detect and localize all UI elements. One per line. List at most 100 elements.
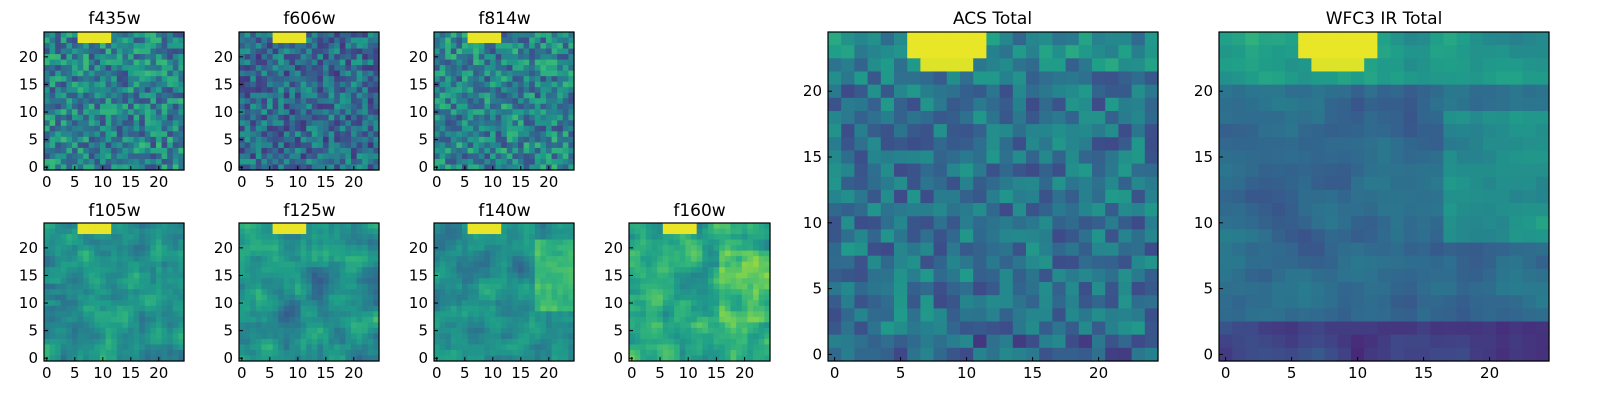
heatmap-cell	[668, 289, 675, 296]
heatmap-cell	[551, 43, 558, 50]
heatmap-cell	[250, 283, 257, 290]
heatmap-cell	[933, 84, 948, 99]
heatmap-cell	[462, 32, 469, 39]
heatmap-cell	[1092, 124, 1106, 138]
heatmap-cell	[841, 163, 855, 178]
heatmap-cell	[295, 92, 302, 99]
heatmap-cell	[83, 142, 90, 149]
heatmap-cell	[645, 261, 653, 268]
heatmap-cell	[328, 344, 335, 351]
heatmap-cell	[920, 150, 935, 165]
x-tick-label: 20	[149, 173, 168, 191]
heatmap-cell	[501, 98, 508, 105]
heatmap-cell	[356, 54, 363, 61]
heatmap-cell	[662, 239, 670, 246]
heatmap-cell	[239, 43, 246, 50]
heatmap-cell	[478, 300, 485, 307]
heatmap-cell	[478, 305, 485, 312]
heatmap-cell	[356, 283, 363, 290]
heatmap-cell	[239, 228, 246, 235]
heatmap-cell	[467, 316, 474, 323]
heatmap-cell	[295, 158, 302, 166]
heatmap-cell	[83, 65, 90, 72]
heatmap-cell	[66, 322, 73, 329]
heatmap-cell	[523, 338, 530, 346]
heatmap-cell	[111, 32, 118, 39]
heatmap-cell	[300, 136, 307, 143]
heatmap-cell	[546, 316, 553, 323]
heatmap-cell	[317, 272, 324, 279]
heatmap-cell	[167, 333, 174, 340]
heatmap-cell	[128, 136, 135, 143]
heatmap-cell	[907, 71, 921, 86]
heatmap-cell	[334, 250, 341, 257]
heatmap-cell	[144, 59, 151, 66]
heatmap-cell	[178, 147, 185, 155]
heatmap-cell	[161, 355, 168, 362]
heatmap-cell	[512, 250, 519, 257]
y-tick-label: 10	[409, 103, 428, 121]
heatmap-cell	[339, 289, 346, 296]
heatmap-cell	[668, 333, 675, 340]
heatmap-cell	[467, 327, 474, 334]
heatmap-cell	[161, 245, 168, 252]
heatmap-cell	[707, 355, 715, 362]
heatmap-cell	[1052, 84, 1067, 99]
heatmap-cell	[150, 92, 157, 99]
heatmap-cell	[133, 250, 140, 257]
heatmap-cell	[920, 45, 935, 59]
heatmap-cell	[267, 59, 274, 66]
heatmap-cell	[506, 87, 513, 94]
heatmap-cell	[730, 311, 737, 318]
heatmap-cell	[289, 98, 296, 105]
heatmap-cell	[139, 98, 146, 105]
heatmap-cell	[306, 76, 313, 83]
heatmap-cell	[250, 109, 257, 116]
heatmap-cell	[172, 300, 179, 307]
heatmap-cell	[679, 278, 686, 285]
heatmap-cell	[77, 294, 84, 301]
heatmap-cell	[156, 98, 163, 105]
heatmap-cell	[713, 239, 720, 246]
heatmap-cell	[167, 158, 174, 166]
heatmap-cell	[83, 338, 90, 346]
heatmap-cell	[94, 283, 101, 290]
heatmap-cell	[111, 322, 118, 329]
heatmap-cell	[49, 294, 56, 301]
heatmap-cell	[501, 355, 508, 362]
heatmap-cell	[730, 261, 737, 268]
heatmap-cell	[973, 216, 987, 230]
heatmap-cell	[645, 311, 653, 318]
heatmap-cell	[334, 234, 341, 241]
heatmap-cell	[557, 81, 564, 88]
heatmap-cell	[60, 131, 67, 138]
heatmap-cell	[568, 300, 575, 307]
heatmap-cell	[156, 239, 163, 246]
heatmap-cell	[467, 311, 474, 318]
heatmap-cell	[250, 125, 257, 132]
heatmap-cell	[973, 97, 987, 112]
heatmap-cell	[323, 338, 330, 346]
heatmap-cell	[178, 355, 185, 362]
heatmap-cell	[44, 92, 51, 99]
heatmap-cell	[973, 124, 987, 138]
heatmap-cell	[747, 234, 754, 241]
heatmap-cell	[83, 87, 90, 94]
heatmap-cell	[300, 344, 307, 351]
heatmap-cell	[144, 81, 151, 88]
heatmap-cell	[167, 114, 174, 121]
heatmap-cell	[167, 245, 174, 252]
heatmap-cell	[758, 294, 765, 301]
heatmap-cell	[512, 81, 519, 88]
heatmap-cell	[534, 256, 541, 263]
heatmap-cell	[907, 242, 921, 257]
heatmap-cell	[77, 344, 84, 351]
heatmap-cell	[506, 131, 513, 138]
heatmap-cell	[367, 261, 374, 268]
heatmap-cell	[1105, 216, 1119, 230]
heatmap-cell	[1012, 97, 1027, 112]
heatmap-cell	[278, 333, 285, 340]
heatmap-cell	[867, 97, 882, 112]
heatmap-cell	[72, 239, 79, 246]
heatmap-cell	[100, 267, 107, 274]
